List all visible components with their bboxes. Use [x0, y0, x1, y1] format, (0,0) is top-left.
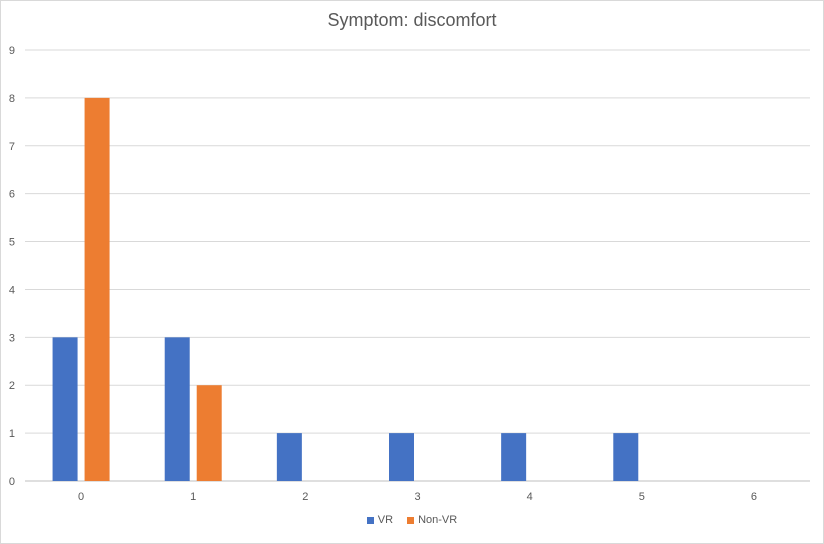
legend-label-non-vr: Non-VR [418, 514, 458, 526]
y-tick-label-2: 2 [9, 380, 15, 392]
bar-vr-4 [501, 433, 527, 481]
chart-title: Symptom: discomfort [327, 10, 497, 30]
legend-swatch-non-vr [407, 516, 415, 524]
bar-vr-3 [389, 433, 414, 481]
bar-vr-1 [164, 337, 190, 481]
y-tick-label-6: 6 [9, 189, 15, 201]
y-tick-label-1: 1 [9, 428, 15, 440]
bars [52, 97, 639, 481]
bar-non-vr-1 [196, 385, 222, 481]
gridlines [25, 49, 810, 482]
x-tick-label-1: 1 [190, 491, 196, 503]
x-tick-label-4: 4 [527, 491, 533, 503]
y-tick-label-3: 3 [9, 332, 15, 344]
y-tick-label-9: 9 [9, 45, 15, 57]
x-tick-label-3: 3 [414, 491, 420, 503]
tick-labels: 0 1 2 3 4 5 6 7 8 9 0 1 2 3 4 5 6 [9, 45, 757, 503]
x-tick-label-0: 0 [78, 491, 84, 503]
bar-vr-2 [276, 433, 302, 481]
x-tick-label-5: 5 [639, 491, 645, 503]
y-tick-label-4: 4 [9, 284, 15, 296]
bar-non-vr-0 [84, 97, 110, 481]
y-tick-label-5: 5 [9, 237, 15, 249]
legend-label-vr: VR [377, 514, 394, 526]
x-tick-label-6: 6 [751, 491, 757, 503]
y-tick-label-0: 0 [9, 476, 15, 488]
y-tick-label-8: 8 [9, 93, 15, 105]
legend: VR Non-VR [0, 514, 824, 526]
y-tick-label-7: 7 [9, 141, 15, 153]
x-tick-label-2: 2 [302, 491, 308, 503]
legend-item-non-vr: Non-VR [407, 514, 457, 526]
bar-vr-0 [52, 337, 78, 481]
bar-vr-5 [613, 433, 639, 481]
legend-item-vr: VR [366, 514, 394, 526]
legend-swatch-vr [366, 516, 374, 524]
